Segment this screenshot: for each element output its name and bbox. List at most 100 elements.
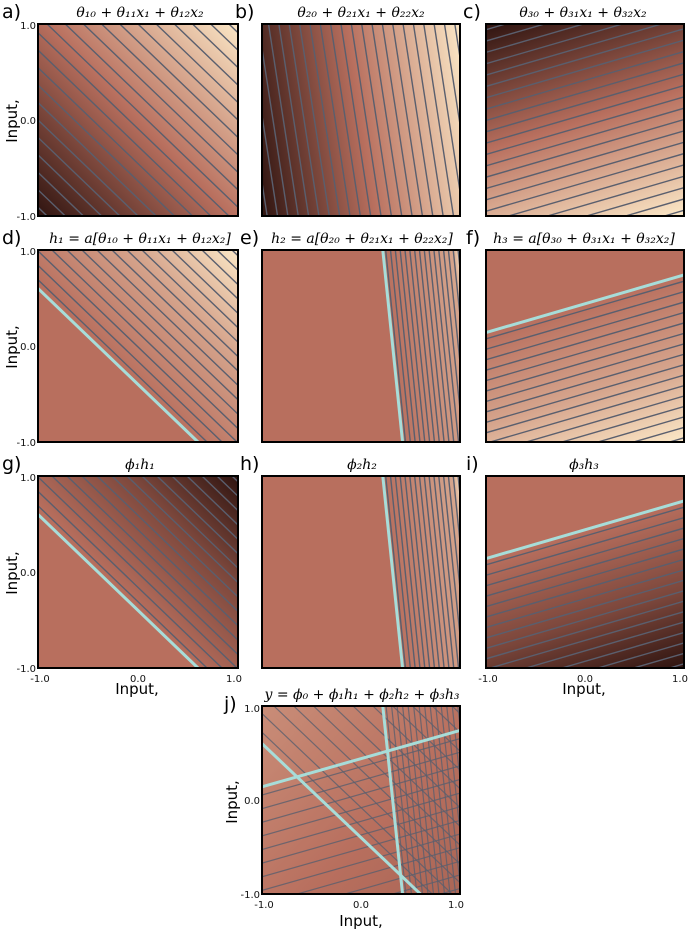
contour-line: [433, 476, 455, 668]
contour-line: [486, 527, 684, 587]
contour-line: [371, 24, 403, 216]
panel-title: θ₃₀ + θ₃₁x₁ + θ₃₂x₂: [519, 5, 647, 21]
contour-line: [486, 28, 684, 88]
contour-line: [38, 119, 139, 216]
x-axis-label: Input,: [562, 680, 606, 698]
contour-line: [216, 250, 238, 271]
contour-plot: [261, 705, 461, 895]
contour-line: [101, 24, 238, 156]
panel-label: d): [2, 227, 21, 249]
contour-line: [486, 50, 684, 110]
panel-b: b) θ₂₀ + θ₂₁x₁ + θ₂₂x₂: [235, 1, 461, 217]
contour-line: [404, 250, 426, 442]
contour-line: [262, 806, 460, 864]
contour-line: [447, 476, 460, 589]
joint-line: [381, 706, 405, 894]
contour-line: [38, 136, 121, 216]
contour-line: [486, 374, 684, 434]
joint-line: [38, 287, 200, 442]
contour-line: [392, 24, 424, 216]
tick-label: 0.0: [20, 116, 36, 127]
contour-line: [451, 706, 460, 780]
contour-line: [394, 476, 416, 668]
tick-label: 1.0: [448, 900, 464, 911]
contour-line: [262, 713, 453, 894]
contour-line: [486, 280, 684, 340]
plot-frame: [261, 475, 461, 669]
contour-line: [389, 476, 411, 668]
tick-label: -1.0: [30, 674, 50, 685]
contour-line: [428, 250, 450, 442]
contour-line: [486, 558, 684, 618]
y-axis-label: Input,: [3, 551, 21, 595]
contour-line: [38, 32, 230, 216]
panel-title: h₁ = a[θ₁₀ + θ₁₁x₁ + θ₁₂x₂]: [49, 231, 231, 247]
contour-line: [490, 384, 684, 442]
contour-line: [186, 476, 238, 526]
value-gradient: [38, 24, 238, 216]
contour-line: [210, 24, 238, 51]
contour-line: [262, 751, 460, 810]
contour-line: [413, 706, 435, 894]
contour-line: [38, 189, 66, 216]
tick-label: 0.0: [20, 568, 36, 579]
contour-line: [597, 416, 684, 442]
contour-line: [597, 642, 684, 668]
plot-frame: [485, 475, 685, 669]
contour-line: [262, 792, 460, 851]
contour-line: [298, 24, 330, 216]
contour-line: [486, 118, 684, 178]
contour-line: [262, 778, 460, 837]
contour-line: [486, 24, 545, 42]
panel-j: j) y = ϕ₀ + ϕ₁h₁ + ϕ₂h₂ + ϕ₃h₃: [223, 687, 461, 895]
panel-h: h) ϕ₂h₂: [240, 453, 461, 669]
contour-line: [389, 250, 411, 442]
contour-line: [423, 250, 445, 442]
contour-line: [486, 332, 684, 392]
contour-line: [293, 706, 460, 865]
contour-line: [38, 154, 103, 216]
joint-line: [486, 273, 684, 335]
contour-line: [96, 476, 238, 612]
plot-frame: [37, 475, 239, 669]
panel-c: c) θ₃₀ + θ₃₁x₁ + θ₃₂x₂: [463, 1, 685, 217]
panel-g: g) ϕ₁h₁: [2, 453, 239, 669]
contour-line: [442, 250, 460, 410]
tick-label: -1.0: [240, 890, 260, 901]
tick-label: 1.0: [244, 704, 260, 715]
joint-line: [262, 728, 460, 789]
contour-line: [486, 152, 684, 212]
joint-line: [38, 513, 200, 668]
contour-line: [428, 476, 450, 668]
tick-label: 0.0: [20, 342, 36, 353]
contour-line: [486, 600, 684, 660]
contour-line: [486, 506, 684, 566]
panel-e: e) h₂ = a[θ₂₀ + θ₂₁x₁ + θ₂₂x₂]: [240, 227, 461, 443]
panel-title: y = ϕ₀ + ϕ₁h₁ + ϕ₂h₂ + ϕ₃h₃: [264, 687, 460, 703]
contour-line: [66, 476, 238, 641]
contour-line: [486, 537, 684, 597]
panel-label: e): [240, 227, 259, 249]
contour-line: [51, 476, 238, 656]
contour-line: [625, 198, 684, 216]
tick-label: -1.0: [478, 674, 498, 685]
panel-label: h): [240, 453, 259, 475]
contour-line: [141, 476, 238, 569]
tick-label: -1.0: [16, 664, 36, 675]
contour-line: [262, 731, 433, 894]
contour-line: [171, 476, 238, 540]
contour-line: [186, 250, 238, 300]
panel-title: θ₂₀ + θ₂₁x₁ + θ₂₂x₂: [297, 5, 425, 21]
contour-line: [561, 631, 684, 668]
contour-line: [156, 250, 238, 329]
joint-line: [262, 742, 422, 894]
panel-title: h₃ = a[θ₃₀ + θ₃₁x₁ + θ₃₂x₂]: [493, 231, 675, 247]
joint-line: [486, 499, 684, 561]
contour-line: [329, 24, 362, 216]
contour-line: [137, 24, 238, 121]
contour-line: [486, 96, 684, 156]
active-region: [382, 476, 460, 668]
contour-line: [262, 738, 460, 796]
panel-label: f): [466, 227, 480, 249]
contour-line: [402, 706, 424, 894]
